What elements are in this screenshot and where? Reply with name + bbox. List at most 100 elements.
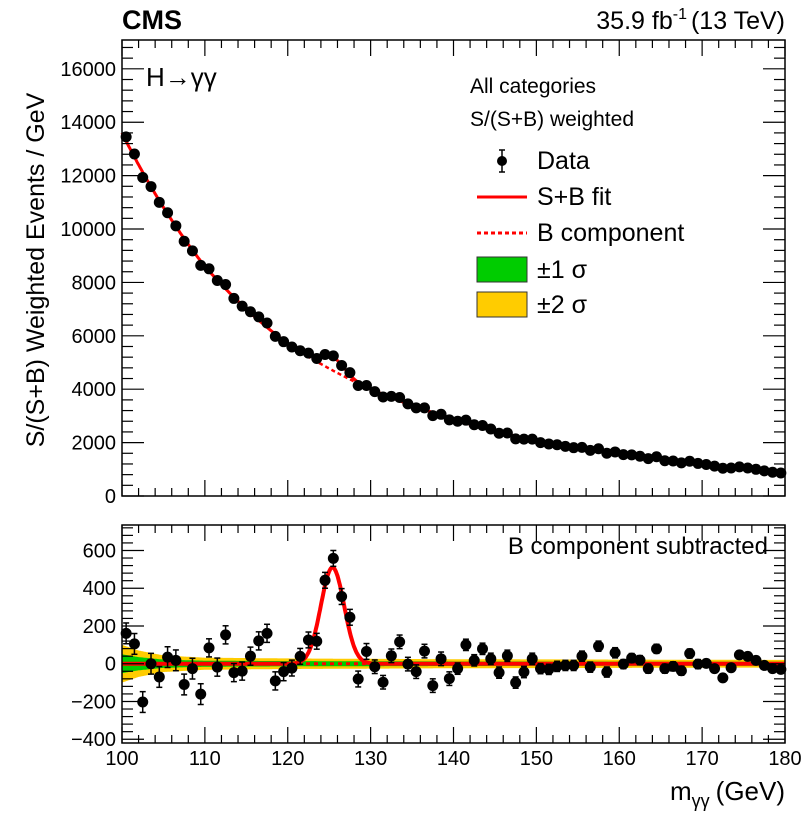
data-point: [385, 650, 397, 662]
data-point: [535, 437, 547, 449]
data-point: [170, 654, 182, 666]
x-tick-label: 160: [603, 748, 636, 770]
data-point: [609, 647, 621, 659]
data-point: [203, 642, 215, 654]
data-point: [178, 678, 190, 690]
residual-point: [468, 653, 480, 667]
data-point: [394, 391, 406, 403]
data-point: [526, 653, 538, 665]
data-point: [717, 462, 729, 474]
data-point: [286, 341, 298, 353]
residual-point: [186, 657, 198, 680]
data-point: [286, 662, 298, 674]
data-point: [402, 658, 414, 670]
residual-point: [377, 674, 389, 690]
y-tick-label: 8000: [72, 272, 117, 294]
residual-point: [253, 631, 265, 651]
residual-point: [725, 662, 737, 674]
residual-point: [220, 625, 232, 645]
residual-point: [244, 646, 256, 666]
data-point: [634, 450, 646, 462]
data-point: [394, 636, 406, 648]
residual-point: [758, 659, 770, 671]
data-point: [128, 638, 140, 650]
legend-title-2: S/(S+B) weighted: [470, 108, 634, 131]
data-point: [526, 433, 538, 445]
data-point: [543, 663, 555, 675]
residual-point: [526, 652, 538, 666]
data-point: [675, 457, 687, 469]
residual-point: [435, 651, 447, 667]
data-point: [294, 345, 306, 357]
data-point: [543, 438, 555, 450]
data-point: [261, 317, 273, 329]
residual-point: [410, 664, 422, 680]
residual-point: [327, 549, 339, 568]
residual-point: [742, 650, 754, 662]
residual-point: [286, 659, 298, 677]
data-point: [336, 359, 348, 371]
residual-point: [228, 662, 240, 683]
data-point: [145, 181, 157, 193]
y-tick-label: 10000: [60, 219, 116, 241]
data-point: [162, 207, 174, 219]
bottom-panel: −400 −200 0 200 400 600 100 110 120 130 140 150 160 1…: [71, 524, 802, 811]
data-point: [758, 659, 770, 671]
residual-point: [667, 660, 679, 672]
data-point: [220, 279, 232, 291]
data-point: [128, 148, 140, 160]
data-point: [377, 391, 389, 403]
data-point: [709, 460, 721, 472]
x-tick-label: 140: [437, 748, 470, 770]
y-tick-label: −200: [71, 691, 116, 713]
y-tick-label: −400: [71, 729, 116, 751]
residual-point: [535, 662, 547, 675]
residual-point: [659, 663, 671, 675]
residual-point: [460, 638, 472, 652]
data-point: [659, 455, 671, 467]
data-point: [302, 634, 314, 646]
y-tick-label: 0: [105, 654, 116, 676]
data-point: [617, 658, 629, 670]
residual-point: [344, 608, 356, 626]
residual-point: [402, 656, 414, 672]
data-point: [551, 439, 563, 451]
data-point: [435, 408, 447, 420]
data-point: [551, 660, 563, 672]
x-tick-label: 100: [105, 748, 138, 770]
data-point: [626, 652, 638, 664]
x-axis-label: mγγ (GeV): [670, 776, 785, 811]
top-frame: [121, 39, 786, 497]
data-point: [418, 402, 430, 414]
data-point: [302, 347, 314, 359]
top-panel: 0 2000 4000 6000 8000 10000 12000 14000 16000 H→…: [22, 39, 787, 508]
data-point: [327, 552, 339, 564]
residual-point: [211, 657, 223, 677]
data-point: [377, 676, 389, 688]
data-point: [253, 311, 265, 323]
data-point: [510, 433, 522, 445]
data-point: [427, 680, 439, 692]
data-point: [559, 659, 571, 671]
data-point: [269, 330, 281, 342]
data-point: [418, 645, 430, 657]
residual-point: [302, 631, 314, 649]
data-point: [137, 171, 149, 183]
data-point: [642, 663, 654, 675]
residual-point: [493, 666, 505, 680]
data-point: [170, 220, 182, 232]
residual-point: [609, 646, 621, 659]
y-tick-label: 2000: [72, 433, 117, 455]
lumi-label: 35.9 fb-1 (13 TeV): [596, 6, 785, 35]
data-point: [568, 659, 580, 671]
data-point: [203, 263, 215, 275]
residual-point: [452, 662, 464, 676]
data-point: [659, 663, 671, 675]
data-point: [535, 663, 547, 675]
data-point: [692, 457, 704, 469]
residual-point: [501, 649, 513, 663]
residual-point: [418, 643, 430, 659]
data-point: [684, 455, 696, 467]
data-point: [261, 627, 273, 639]
y-tick-label: 200: [83, 616, 116, 638]
